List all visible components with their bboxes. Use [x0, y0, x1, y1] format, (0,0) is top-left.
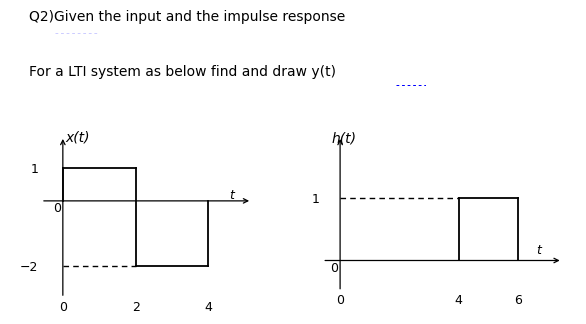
Text: h(t): h(t)	[331, 132, 356, 145]
Text: 0: 0	[331, 262, 339, 275]
Text: x(t): x(t)	[66, 130, 90, 144]
Text: Q2)Given the input and the impulse response: Q2)Given the input and the impulse respo…	[29, 10, 346, 24]
Text: For a LTI system as below find and draw y(t): For a LTI system as below find and draw …	[29, 65, 336, 79]
Text: t: t	[536, 244, 541, 257]
Text: 0: 0	[53, 202, 61, 214]
Text: t: t	[229, 189, 234, 202]
